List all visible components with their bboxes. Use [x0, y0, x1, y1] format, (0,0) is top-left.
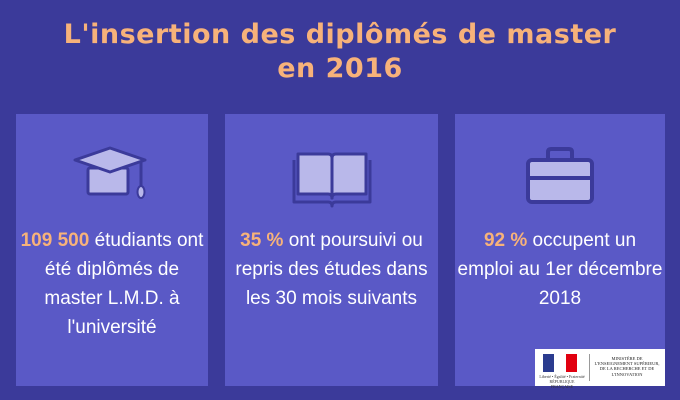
page-title: L'insertion des diplômés de master en 20… — [0, 18, 680, 86]
briefcase-icon — [526, 147, 594, 204]
stat-number-graduates: 109 500 — [20, 230, 90, 251]
ministry-logo: Liberté • Égalité • Fraternité RÉPUBLIQU… — [535, 349, 665, 389]
stat-number-employment: 92 % — [483, 230, 528, 251]
graduation-cap-icon — [73, 146, 147, 199]
republic-label: Liberté • Égalité • Fraternité RÉPUBLIQU… — [539, 374, 585, 389]
stat-text-employment: 92 % occupent un emploi au 1er décembre … — [455, 226, 665, 313]
stat-label-employment: occupent un emploi au 1er décembre 2018 — [457, 230, 663, 309]
stat-label-studies: ont poursuivi ou repris des études dans … — [235, 230, 428, 309]
stat-text-studies: 35 % ont poursuivi ou repris des études … — [225, 226, 438, 313]
french-flag-icon — [543, 354, 577, 372]
stat-card-graduates: 109 500 étudiants ont été diplômés de ma… — [16, 114, 208, 386]
ministry-label: MINISTÈRE DE L'ENSEIGNEMENT SUPÉRIEUR, D… — [594, 356, 660, 377]
title-line-2: en 2016 — [277, 53, 403, 84]
logo-divider — [589, 354, 590, 381]
stat-text-graduates: 109 500 étudiants ont été diplômés de ma… — [16, 226, 208, 342]
stat-card-employment: 92 % occupent un emploi au 1er décembre … — [455, 114, 665, 386]
open-book-icon — [292, 152, 371, 208]
stat-number-studies: 35 % — [240, 230, 284, 251]
stat-label-graduates: étudiants ont été diplômés de master L.M… — [44, 230, 204, 338]
stat-card-studies: 35 % ont poursuivi ou repris des études … — [225, 114, 438, 386]
title-line-1: L'insertion des diplômés de master — [63, 19, 617, 50]
